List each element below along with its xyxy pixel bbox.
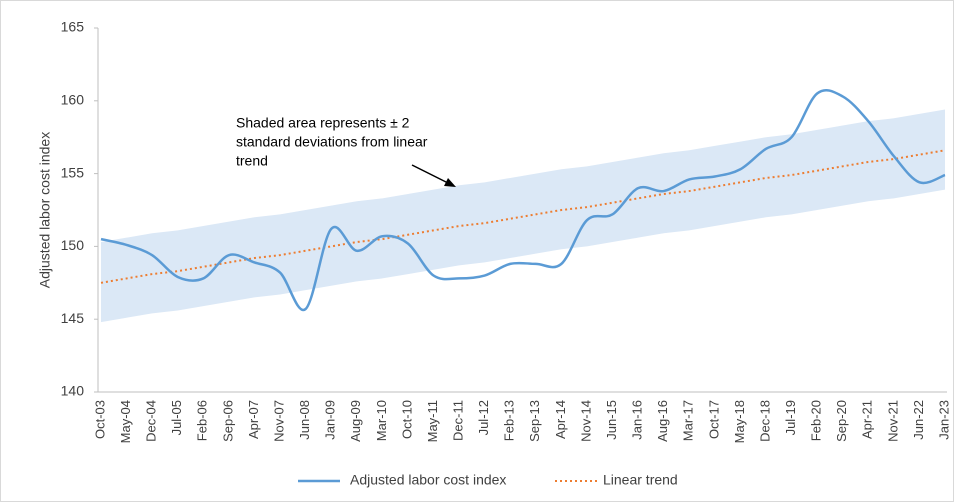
annotation: trend (236, 153, 268, 169)
y-axis-label: Adjusted labor cost index (37, 132, 53, 288)
band (101, 109, 945, 323)
x-tick-label: May-18 (732, 400, 747, 443)
arrow-head (444, 178, 456, 187)
annotation: standard deviations from linear (236, 134, 428, 150)
x-tick-label: Apr-21 (860, 400, 875, 439)
annotation-arrow (411, 164, 451, 185)
x-tick-label: Aug-16 (655, 400, 670, 442)
x-tick-label: Sep-13 (527, 400, 542, 442)
annotation: Shaded area represents ± 2 (236, 115, 410, 131)
legend-label: Linear trend (603, 472, 678, 488)
y-tick-label: 150 (61, 237, 85, 253)
x-tick-label: Jul-05 (169, 400, 184, 435)
x-tick-label: Mar-17 (681, 400, 696, 441)
x-tick-label: Dec-11 (450, 400, 465, 441)
y-tick-label: 155 (61, 164, 85, 180)
x-tick-label: Sep-06 (220, 400, 235, 442)
x-tick-label: Nov-21 (885, 400, 900, 442)
x-tick-label: Feb-06 (195, 400, 210, 441)
y-tick-label: 140 (61, 383, 85, 399)
x-tick-label: Feb-13 (502, 400, 517, 441)
x-tick-label: Mar-10 (374, 400, 389, 441)
legend-label: Adjusted labor cost index (350, 472, 506, 488)
x-tick-label: Oct-03 (92, 400, 107, 439)
x-tick-label: Oct-10 (399, 400, 414, 439)
x-tick-label: Jan-16 (630, 400, 645, 440)
x-tick-label: Jul-12 (476, 400, 491, 435)
x-tick-label: Apr-07 (246, 400, 261, 439)
y-tick-label: 145 (61, 310, 85, 326)
x-tick-label: Nov-07 (271, 400, 286, 442)
x-tick-label: Sep-20 (834, 400, 849, 442)
x-tick-label: Jun-15 (604, 400, 619, 440)
x-tick-label: Jun-22 (911, 400, 926, 440)
x-tick-label: Apr-14 (553, 400, 568, 439)
x-tick-label: Nov-14 (578, 400, 593, 442)
x-tick-label: Dec-18 (757, 400, 772, 442)
x-tick-label: May-04 (118, 400, 133, 443)
x-tick-label: Aug-09 (348, 400, 363, 442)
x-tick-label: Feb-20 (809, 400, 824, 441)
x-tick-label: Jan-23 (936, 400, 951, 440)
x-tick-label: Dec-04 (144, 400, 159, 442)
x-tick-label: Jun-08 (297, 400, 312, 440)
y-tick-label: 165 (61, 19, 85, 35)
y-tick-label: 160 (61, 92, 85, 108)
data-line (100, 88, 946, 312)
x-tick-label: Oct-17 (706, 400, 721, 439)
x-tick-label: May-11 (425, 400, 440, 442)
x-tick-label: Jan-09 (323, 400, 338, 440)
x-tick-label: Jul-19 (783, 400, 798, 435)
